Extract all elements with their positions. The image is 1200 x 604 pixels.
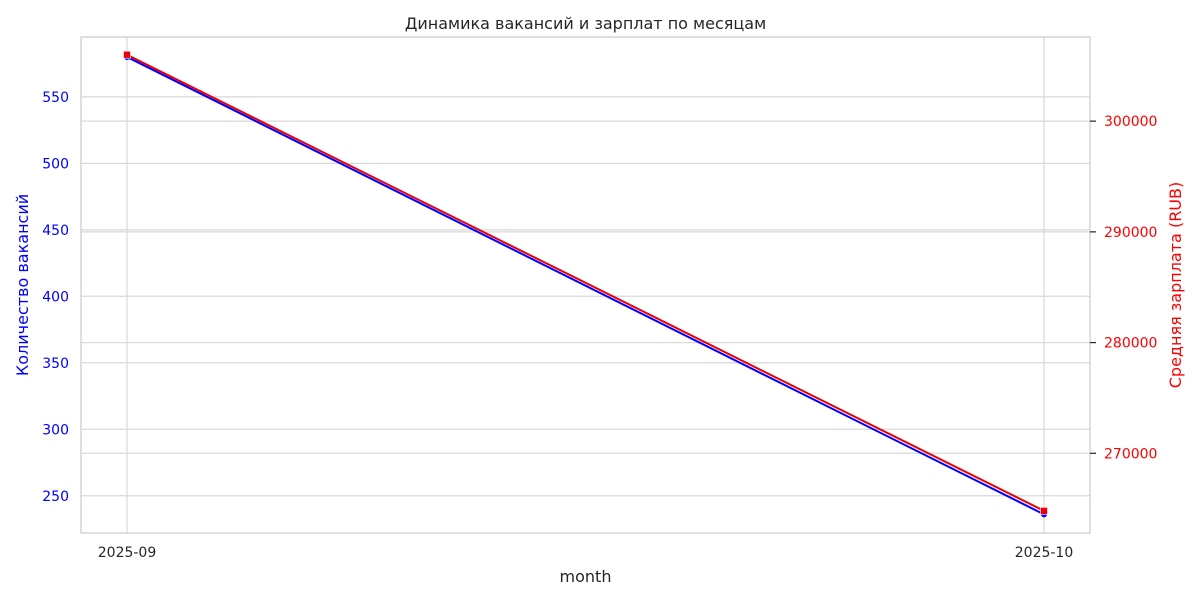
series-point-right — [1040, 507, 1048, 515]
chart-title: Динамика вакансий и зарплат по месяцам — [405, 14, 766, 33]
left-y-tick-label: 300 — [42, 422, 69, 438]
x-tick-label: 2025-10 — [1015, 545, 1074, 561]
series-layer — [123, 50, 1048, 518]
x-tick-label: 2025-09 — [98, 545, 157, 561]
right-y-tick-label: 290000 — [1104, 225, 1157, 241]
right-y-tick-label: 300000 — [1104, 114, 1157, 130]
series-line-right — [126, 53, 1045, 512]
left-y-tick-label: 450 — [42, 223, 69, 239]
series-point-right — [123, 50, 131, 59]
x-axis-label: month — [560, 567, 612, 586]
right-y-axis-label: Средняя зарплата (RUB) — [1166, 182, 1185, 389]
left-y-tick-label: 550 — [42, 90, 69, 106]
plot-frame — [80, 36, 1091, 534]
tick-layer: 2025-09 2025-10 250 300 350 400 450 500 550 27000… — [42, 90, 1157, 561]
left-y-tick-label: 250 — [42, 489, 69, 505]
series-line-left — [126, 56, 1045, 516]
left-y-axis-label: Количество вакансий — [13, 194, 32, 376]
right-y-tick-label: 280000 — [1104, 336, 1157, 352]
left-y-tick-label: 500 — [42, 156, 69, 172]
right-y-tick-label: 270000 — [1104, 446, 1157, 462]
left-y-tick-label: 400 — [42, 289, 69, 305]
left-y-tick-label: 350 — [42, 356, 69, 372]
